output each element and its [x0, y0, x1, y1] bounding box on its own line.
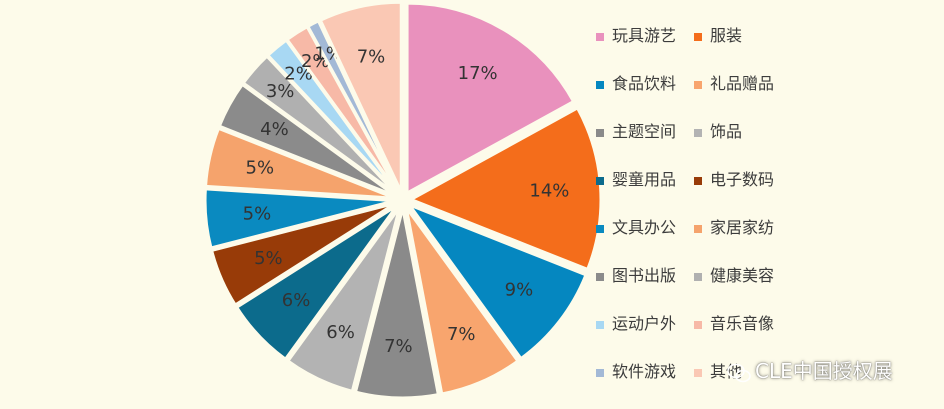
legend-swatch [694, 272, 702, 281]
legend-label: 电子数码 [710, 170, 775, 189]
legend-item: 音乐音像 [694, 310, 774, 334]
legend-item: 主题空间 [596, 118, 676, 142]
legend-item: 健康美容 [694, 262, 774, 286]
legend-swatch [694, 32, 702, 41]
legend-item: 礼品赠品 [694, 70, 774, 94]
pie-slice [353, 207, 441, 400]
legend-label: 服装 [710, 26, 743, 45]
legend-item: 图书出版 [596, 262, 676, 286]
legend-label: 文具办公 [612, 218, 677, 237]
legend-item: 软件游戏 [596, 358, 676, 382]
legend-label: 饰品 [710, 122, 743, 141]
legend-swatch [694, 368, 702, 377]
pie-slice [305, 18, 401, 194]
legend-swatch [596, 272, 604, 281]
legend-item: 服装 [694, 22, 742, 46]
legend-swatch [596, 80, 604, 89]
pie-slice [404, 206, 520, 396]
slice-label: 5% [243, 203, 272, 224]
legend-item: 饰品 [694, 118, 742, 142]
pie-slice [217, 82, 397, 198]
legend-item: 运动户外 [596, 310, 676, 334]
pie-slice [203, 126, 396, 200]
legend-swatch [596, 32, 604, 41]
slice-label: 5% [254, 248, 283, 269]
legend-swatch [596, 224, 604, 233]
legend-item: 婴童用品 [596, 166, 676, 190]
legend-label: 主题空间 [612, 122, 677, 141]
slice-label: 2% [284, 63, 313, 84]
legend-swatch [596, 176, 604, 185]
slice-label: 14% [529, 180, 569, 201]
legend-label: 图书出版 [612, 266, 677, 285]
legend-label: 运动户外 [612, 314, 677, 333]
legend-swatch [694, 224, 702, 233]
legend-swatch [694, 80, 702, 89]
slice-label: 3% [266, 81, 295, 102]
legend-label: 家居家纺 [710, 218, 775, 237]
wechat-icon [727, 363, 751, 382]
slice-label: 7% [447, 324, 476, 345]
watermark-text: CLE中国授权展 [755, 359, 893, 383]
legend-swatch [596, 128, 604, 137]
legend-label: 软件游戏 [612, 362, 677, 381]
slice-label: 4% [260, 119, 289, 140]
legend-swatch [694, 320, 702, 329]
legend-item: 电子数码 [694, 166, 774, 190]
watermark: CLE中国授权展 [727, 355, 893, 384]
slice-label: 6% [282, 290, 311, 311]
slice-label: 6% [326, 322, 355, 343]
legend-swatch [596, 368, 604, 377]
slice-label: 7% [357, 46, 386, 67]
slice-label: 7% [384, 336, 413, 357]
legend-item: 玩具游艺 [596, 22, 676, 46]
legend-label: 礼品赠品 [710, 74, 775, 93]
legend-swatch [694, 176, 702, 185]
pie-slice [407, 105, 603, 272]
pie-slice [318, 0, 403, 193]
pie-slice [405, 1, 576, 196]
legend-label: 音乐音像 [710, 314, 775, 333]
pie-slice [209, 201, 397, 308]
slice-label: 5% [246, 157, 275, 178]
legend-label: 健康美容 [710, 266, 775, 285]
pie-slice [234, 204, 399, 362]
legend-label: 食品饮料 [612, 74, 677, 93]
legend-item: 家居家纺 [694, 214, 774, 238]
pie-slice [405, 201, 588, 361]
legend-swatch [596, 320, 604, 329]
pie-slice [285, 206, 402, 394]
pie-slice [203, 187, 396, 250]
slice-label: 9% [505, 279, 534, 300]
legend-item: 食品饮料 [596, 70, 676, 94]
legend-item: 文具办公 [596, 214, 676, 238]
legend-label: 婴童用品 [612, 170, 677, 189]
legend-swatch [694, 128, 702, 137]
legend-label: 玩具游艺 [612, 26, 677, 45]
slice-label: 2% [301, 51, 330, 72]
slice-label: 17% [458, 63, 498, 84]
